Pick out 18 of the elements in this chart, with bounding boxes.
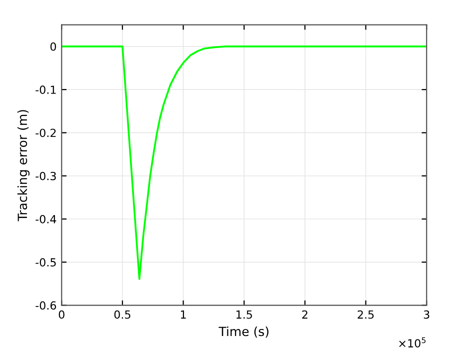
y-tick-label: -0.2: [36, 128, 56, 138]
y-tick-label: -0.4: [36, 214, 56, 224]
y-tick-label: -0.6: [36, 301, 56, 310]
x-tick-label: 2.5: [358, 310, 374, 319]
x-tick-label: 1.5: [236, 310, 252, 319]
y-tick-label: -0.5: [36, 258, 56, 267]
y-tick-label: -0.1: [36, 86, 56, 94]
line-series: [62, 46, 427, 280]
x-tick-label: 2: [302, 310, 308, 319]
y-axis-title: Tracking error (m): [17, 110, 30, 222]
x-tick-label: 1: [180, 310, 186, 319]
x-tick-label: 0: [58, 310, 64, 319]
x-tick-label: 3: [424, 310, 430, 319]
x-tick-label: 0.5: [114, 310, 130, 319]
x-axis-title: Time (s): [218, 326, 268, 338]
y-tick-label: 0: [50, 42, 56, 51]
y-tick-label: -0.3: [36, 172, 56, 180]
text: ×10$^{5}$: [399, 337, 426, 348]
